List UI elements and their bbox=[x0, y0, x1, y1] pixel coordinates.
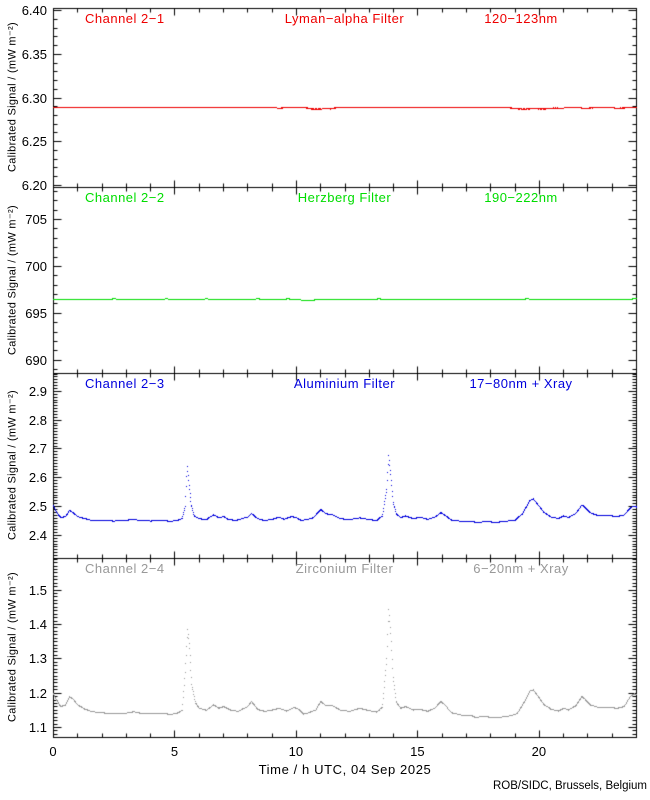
x-tick-label: 15 bbox=[410, 744, 425, 759]
y-tick-label: 1.3 bbox=[28, 651, 47, 666]
x-tick-label: 10 bbox=[288, 744, 304, 759]
x-tick-label: 0 bbox=[49, 744, 57, 759]
band-label: 190−222nm bbox=[484, 190, 558, 205]
y-tick-label: 705 bbox=[25, 212, 47, 227]
y-tick-label: 2.4 bbox=[28, 528, 47, 543]
band-label: 6−20nm + Xray bbox=[473, 561, 569, 576]
channel-label: Channel 2−2 bbox=[85, 190, 165, 205]
y-tick-label: 2.5 bbox=[28, 499, 47, 514]
y-tick-label: 1.1 bbox=[28, 720, 47, 735]
channel-label: Channel 2−3 bbox=[85, 376, 165, 391]
filter-label: Zirconium Filter bbox=[295, 561, 394, 576]
y-tick-label: 2.8 bbox=[28, 413, 47, 428]
filter-label: Aluminium Filter bbox=[293, 376, 396, 391]
y-tick-label: 2.9 bbox=[28, 384, 47, 399]
filter-label: Lyman−alpha Filter bbox=[284, 11, 405, 26]
x-axis-title: Time / h UTC, 04 Sep 2025 bbox=[258, 762, 432, 777]
y-tick-label: 1.2 bbox=[28, 686, 47, 701]
y-tick-label: 6.40 bbox=[21, 3, 47, 18]
y-tick-label: 1.5 bbox=[28, 583, 47, 598]
y-tick-label: 695 bbox=[25, 306, 47, 321]
y-tick-label: 6.30 bbox=[21, 91, 47, 106]
y-tick-label: 6.25 bbox=[21, 134, 47, 149]
filter-label: Herzberg Filter bbox=[297, 190, 392, 205]
y-tick-label: 690 bbox=[25, 353, 47, 368]
x-tick-label: 5 bbox=[170, 744, 179, 759]
y-axis-title: Calibrated Signal / (mW m⁻²) bbox=[6, 572, 19, 723]
channel-label: Channel 2−1 bbox=[85, 11, 165, 26]
channel-label: Channel 2−4 bbox=[85, 561, 165, 576]
y-tick-label: 6.35 bbox=[21, 47, 47, 62]
y-axis-title: Calibrated Signal / (mW m⁻²) bbox=[6, 205, 19, 355]
y-axis-title: Calibrated Signal / (mW m⁻²) bbox=[6, 22, 19, 173]
y-tick-label: 700 bbox=[25, 259, 47, 274]
x-tick-label: 20 bbox=[531, 744, 547, 759]
y-tick-label: 2.7 bbox=[28, 441, 47, 456]
y-tick-label: 2.6 bbox=[28, 470, 47, 485]
y-tick-label: 6.20 bbox=[21, 178, 47, 193]
band-label: 120−123nm bbox=[484, 11, 558, 26]
y-tick-label: 1.4 bbox=[28, 617, 47, 632]
y-axis-title: Calibrated Signal / (mW m⁻²) bbox=[6, 390, 19, 541]
credit-text: ROB/SIDC, Brussels, Belgium bbox=[492, 780, 647, 792]
band-label: 17−80nm + Xray bbox=[469, 376, 573, 391]
